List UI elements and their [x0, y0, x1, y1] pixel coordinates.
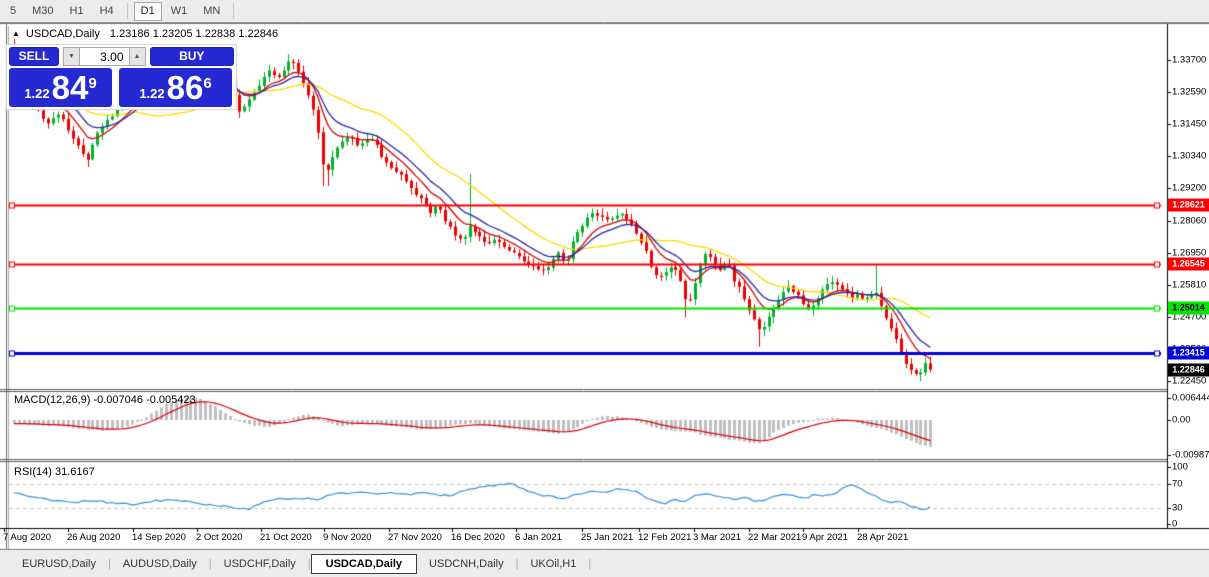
buy-button[interactable]: BUY — [149, 47, 234, 66]
timeframe-button-h1[interactable]: H1 — [63, 2, 91, 21]
chart-tab-eurusd[interactable]: EURUSD,Daily — [22, 558, 96, 570]
tab-separator: | — [515, 558, 519, 570]
timeframe-toolbar: 5 M30 H1 H4 D1 W1 MN — [0, 0, 1209, 22]
bid-price-big: 84 — [51, 69, 89, 106]
bid-price-box[interactable]: 1.22 84 9 — [9, 68, 112, 107]
chart-tab-usdcnh[interactable]: USDCNH,Daily — [429, 558, 504, 570]
timeframe-button-mn[interactable]: MN — [196, 2, 227, 21]
volume-input[interactable]: 3.00 — [80, 47, 129, 66]
timeframe-button-5[interactable]: 5 — [3, 2, 23, 21]
tab-separator: | — [208, 558, 212, 570]
chart-tab-ukoil[interactable]: UKOil,H1 — [530, 558, 577, 570]
toolbar-separator — [233, 3, 235, 19]
toolbar-separator — [126, 3, 128, 19]
timeframe-button-m30[interactable]: M30 — [25, 2, 60, 21]
tab-separator: | — [588, 558, 592, 570]
ask-price-big: 86 — [166, 69, 204, 106]
volume-stepper: ▼ 3.00 ▲ — [63, 47, 146, 66]
ask-price-box[interactable]: 1.22 86 6 — [119, 68, 232, 107]
bid-price-small: 1.22 — [24, 86, 50, 101]
chart-tab-usdchf[interactable]: USDCHF,Daily — [223, 558, 296, 570]
chart-tab-audusd[interactable]: AUDUSD,Daily — [122, 558, 197, 570]
bid-price-sup: 9 — [88, 75, 97, 92]
timeframe-button-h4[interactable]: H4 — [93, 2, 121, 21]
timeframe-button-w1[interactable]: W1 — [164, 2, 195, 21]
tab-separator: | — [107, 558, 111, 570]
ask-price-sup: 6 — [203, 75, 212, 92]
chart-tab-usdcad[interactable]: USDCAD,Daily — [310, 554, 418, 574]
timeframe-button-d1[interactable]: D1 — [133, 1, 162, 21]
ask-price-small: 1.22 — [139, 86, 165, 101]
symbol-tabbar: EURUSD,Daily | AUDUSD,Daily | USDCHF,Daily | U… — [0, 551, 1209, 577]
sell-button[interactable]: SELL — [9, 47, 59, 66]
tab-separator: | — [307, 558, 311, 570]
volume-increase-icon[interactable]: ▲ — [128, 47, 146, 66]
collapse-chart-icon[interactable]: ▲ — [12, 29, 20, 38]
one-click-trading-panel: SELL ▼ 3.00 ▲ BUY 1.22 84 9 1.22 86 6 — [6, 44, 237, 110]
volume-decrease-icon[interactable]: ▼ — [63, 47, 80, 66]
